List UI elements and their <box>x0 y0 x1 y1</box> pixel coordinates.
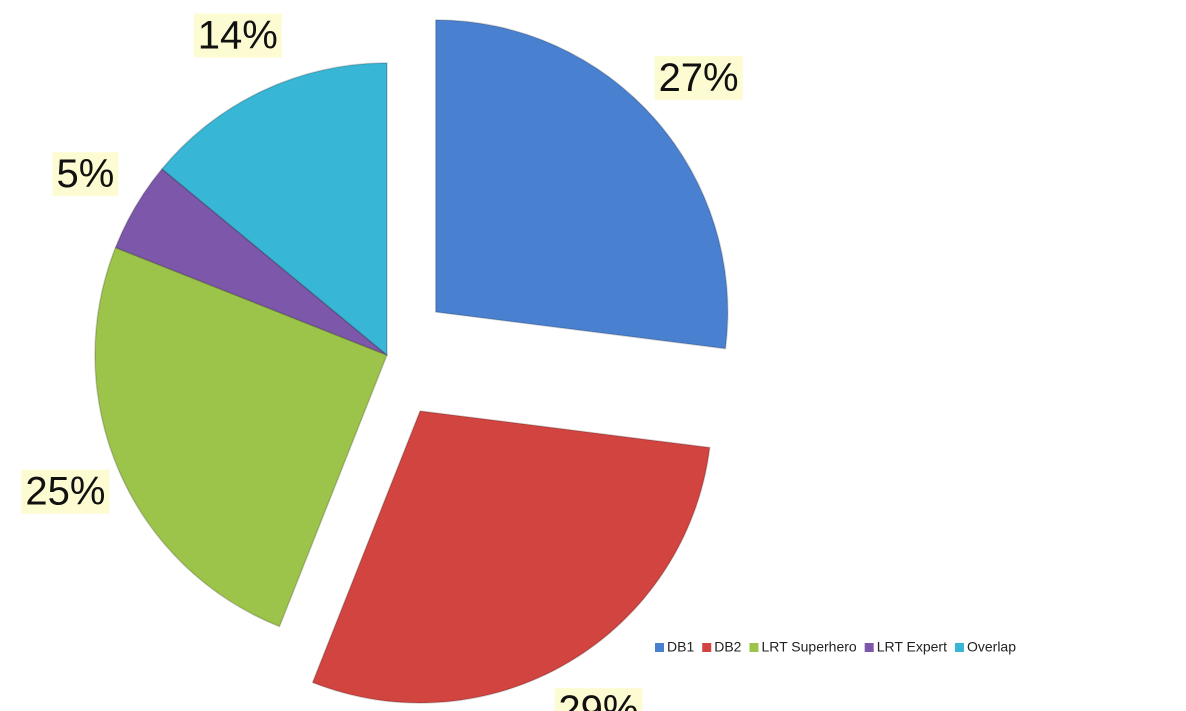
legend-swatch <box>864 643 874 652</box>
slice <box>160 62 388 357</box>
legend-swatch <box>702 643 712 652</box>
legend-label: DB1 <box>667 639 694 655</box>
data-label: 29% <box>558 688 638 711</box>
data-label-bg <box>654 55 743 100</box>
slice <box>311 410 711 704</box>
legend-swatch <box>655 643 664 652</box>
data-label-bg <box>52 152 119 197</box>
data-label-bg <box>193 13 282 58</box>
legend-swatch <box>749 643 759 652</box>
legend-label: Overlap <box>967 639 1016 655</box>
slice <box>94 246 388 628</box>
pie <box>94 19 729 704</box>
slice <box>114 167 388 356</box>
data-label: 25% <box>25 470 105 514</box>
data-label: 5% <box>56 152 114 196</box>
legend: DB1 DB2 LRT Superhero LRT Expert Overlap <box>655 639 1016 655</box>
legend-label: LRT Expert <box>877 639 947 655</box>
legend-label: DB2 <box>714 639 741 655</box>
data-label: 27% <box>659 56 739 100</box>
data-label: 14% <box>198 14 278 58</box>
data-labels: 27% 29% 25% 5% 14% <box>21 13 743 711</box>
legend-label: LRT Superhero <box>761 639 856 655</box>
data-label-bg <box>21 469 110 514</box>
legend-swatch <box>954 643 964 652</box>
slice <box>435 19 729 350</box>
data-label-bg <box>554 688 643 711</box>
